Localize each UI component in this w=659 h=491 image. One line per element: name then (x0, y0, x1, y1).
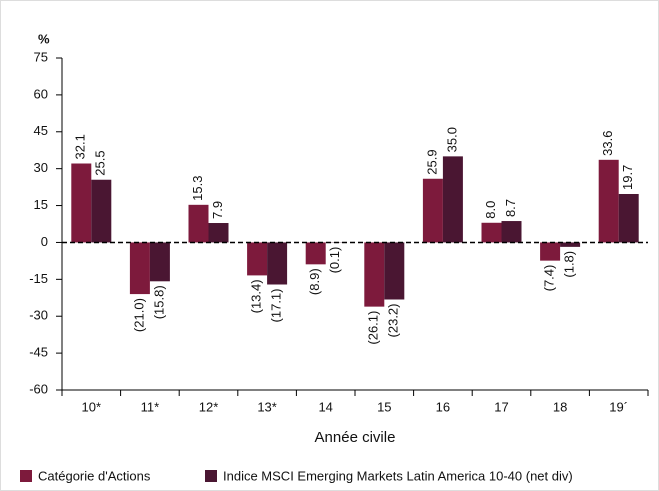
legend-label: Indice MSCI Emerging Markets Latin Ameri… (223, 468, 573, 483)
x-tick-label: 17 (494, 399, 508, 414)
value-label: (26.1) (366, 311, 381, 345)
value-label: 32.1 (73, 134, 88, 159)
bar (267, 242, 288, 285)
x-tick-label: 14 (318, 399, 332, 414)
value-label: 25.5 (93, 150, 108, 175)
value-label: 15.3 (190, 176, 205, 201)
value-label: 7.9 (210, 201, 225, 219)
y-tick-label: 75 (34, 49, 48, 64)
value-label: (13.4) (249, 279, 264, 313)
x-tick-label: 13* (257, 399, 277, 414)
y-tick-label: -15 (29, 271, 48, 286)
x-tick-label: 19´ (609, 399, 628, 414)
x-tick-label: 15 (377, 399, 391, 414)
value-label: (21.0) (131, 298, 146, 332)
legend-swatch (20, 470, 32, 482)
value-label: 8.0 (483, 201, 498, 219)
bar (540, 242, 561, 261)
bar (208, 223, 229, 243)
bar (364, 242, 385, 307)
bar (560, 242, 581, 247)
bar (247, 242, 268, 276)
legend-label: Catégorie d'Actions (38, 468, 151, 483)
y-tick-label: -30 (29, 308, 48, 323)
value-label: (17.1) (269, 288, 284, 322)
bar (481, 222, 502, 243)
legend-swatch (205, 470, 217, 482)
bar (149, 242, 170, 282)
x-axis-label: Année civile (315, 429, 396, 446)
x-tick-label: 16 (436, 399, 450, 414)
y-tick-label: -45 (29, 345, 48, 360)
y-tick-label: 0 (41, 234, 48, 249)
y-tick-label: -60 (29, 381, 48, 396)
value-label: 35.0 (444, 127, 459, 152)
bar (71, 163, 92, 243)
bar (129, 242, 150, 295)
bar (422, 178, 443, 243)
value-label: (1.8) (562, 251, 577, 278)
bar (598, 159, 619, 243)
value-label: (23.2) (386, 303, 401, 337)
value-label: (15.8) (151, 285, 166, 319)
y-tick-label: 45 (34, 123, 48, 138)
value-label: (7.4) (542, 265, 557, 292)
value-label: (8.9) (307, 268, 322, 295)
bar (188, 204, 209, 243)
bar (618, 193, 639, 243)
value-label: 33.6 (600, 131, 615, 156)
bar (501, 221, 522, 243)
y-axis-label: % (38, 31, 50, 46)
value-label: 8.7 (503, 199, 518, 217)
x-tick-label: 18 (553, 399, 567, 414)
y-tick-label: 30 (34, 160, 48, 175)
y-tick-label: 15 (34, 197, 48, 212)
bar (305, 242, 326, 265)
bar (91, 179, 112, 243)
x-tick-label: 11* (141, 399, 160, 414)
x-tick-label: 10* (82, 399, 102, 414)
bar (442, 156, 463, 243)
value-label: 19.7 (620, 165, 635, 190)
bar (384, 242, 405, 300)
x-tick-label: 12* (199, 399, 219, 414)
value-label: (0.1) (327, 247, 342, 274)
y-tick-label: 60 (34, 86, 48, 101)
value-label: 25.9 (424, 149, 439, 174)
